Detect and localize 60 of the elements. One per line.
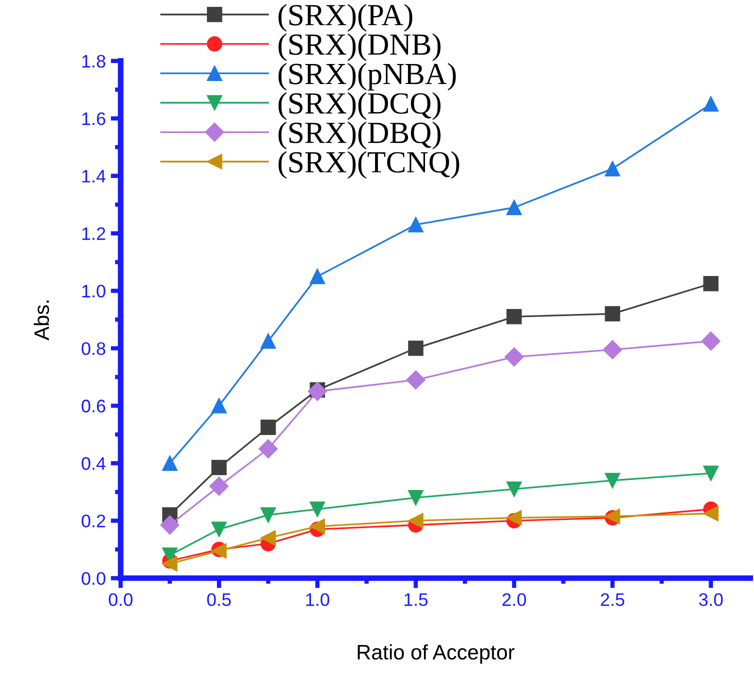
- point: [504, 347, 524, 366]
- point: [604, 472, 620, 488]
- point: [406, 370, 426, 390]
- point: [703, 96, 719, 112]
- x-tick-label: 1.5: [404, 593, 428, 606]
- point: [506, 200, 522, 216]
- point: [506, 309, 522, 324]
- point: [604, 161, 620, 176]
- y-tick-label: 0.0: [82, 572, 106, 585]
- point: [209, 476, 229, 496]
- legend-label: (SRX)(PA): [278, 4, 412, 32]
- y-tick-label: 1.8: [82, 54, 106, 68]
- point: [260, 420, 276, 435]
- x-tick-label: 2.0: [502, 593, 526, 606]
- y-tick-label: 1.6: [82, 112, 106, 126]
- point: [703, 506, 719, 522]
- x-tick-label: 0.5: [207, 593, 231, 606]
- y-axis-title: Abs.: [34, 300, 50, 340]
- point: [258, 439, 278, 458]
- point: [260, 530, 276, 546]
- y-tick-label: 0.2: [82, 514, 106, 528]
- point: [408, 217, 424, 232]
- legend-label: (SRX)(DCQ): [278, 92, 441, 120]
- point: [703, 466, 719, 481]
- point: [506, 510, 522, 526]
- x-tick-label: 2.5: [600, 593, 624, 606]
- x-tick-label: 1.0: [306, 593, 330, 606]
- point: [310, 518, 326, 534]
- y-tick-label: 0.4: [82, 457, 106, 470]
- point: [602, 340, 622, 360]
- legend-label: (SRX)(TCNQ): [278, 151, 460, 179]
- point: [310, 502, 326, 517]
- x-tick-label: 0.0: [108, 593, 132, 606]
- point: [408, 490, 424, 506]
- point: [211, 460, 227, 476]
- point: [408, 340, 424, 356]
- legend-label: (SRX)(DNB): [278, 33, 441, 62]
- point: [162, 556, 178, 572]
- point: [162, 456, 178, 471]
- y-tick-label: 1.0: [82, 284, 106, 298]
- y-tick-label: 0.8: [82, 342, 106, 355]
- x-axis-title: Ratio of Acceptor: [358, 644, 514, 664]
- point: [211, 398, 227, 414]
- point: [211, 522, 227, 537]
- legend-label: (SRX)(pNBA): [278, 62, 456, 91]
- point: [506, 481, 522, 497]
- point: [408, 513, 424, 528]
- point: [260, 507, 276, 523]
- point: [604, 306, 620, 322]
- legend-label: (SRX)(DBQ): [278, 122, 441, 150]
- y-tick-label: 1.2: [82, 227, 106, 240]
- point: [260, 333, 276, 349]
- x-tick-label: 3.0: [699, 593, 723, 606]
- point: [703, 276, 719, 292]
- point: [701, 332, 720, 351]
- y-tick-label: 0.6: [82, 400, 106, 412]
- y-tick-label: 1.4: [82, 170, 106, 182]
- point: [308, 382, 327, 401]
- point: [310, 268, 326, 284]
- point: [160, 515, 180, 535]
